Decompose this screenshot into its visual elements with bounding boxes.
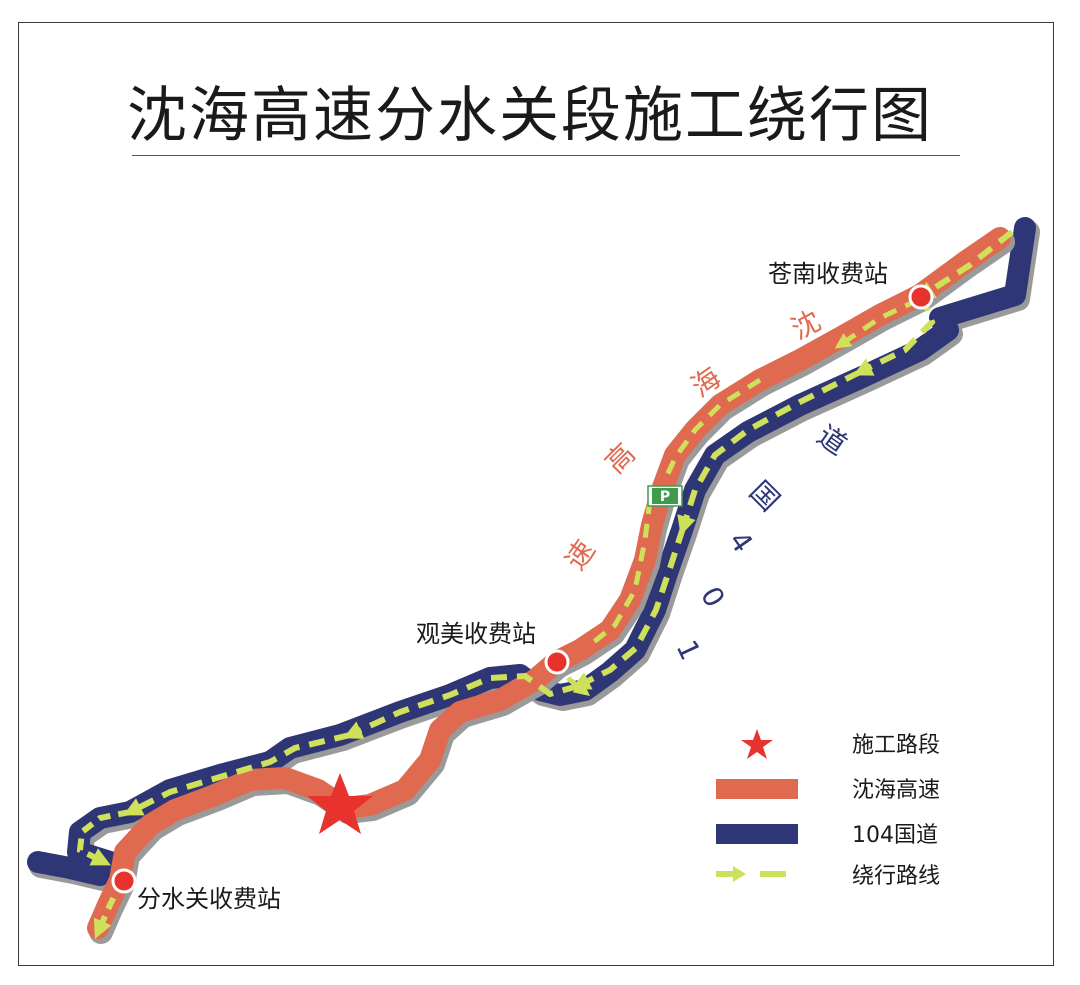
station-label-fenshuiguan: 分水关收费站 [137,885,281,913]
legend-expressway-swatch [716,779,798,799]
toll-station-cangnan [908,284,934,310]
legend-star-icon [741,729,773,759]
expressway-char-4: 速 [559,534,602,576]
legend-national-swatch [716,824,798,844]
national-char-1: 道 [811,419,853,462]
expressway-char-3: 高 [599,437,642,480]
page-title: 沈海高速分水关段施工绕行图 [127,81,933,151]
legend-detour-icon [716,866,786,882]
legend-label-expressway: 沈海高速 [852,778,940,803]
shenhai-expressway [87,227,1015,944]
station-label-cangnan: 苍南收费站 [768,260,888,288]
construction-star [307,773,373,834]
toll-station-fenshuiguan [111,868,137,894]
detour-route [76,229,1014,940]
legend-label-national: 104国道 [852,823,938,848]
title-divider [132,155,960,156]
national-char-2: 国 [743,475,786,518]
national-char-5: 1 [670,635,707,665]
station-label-guanmei: 观美收费站 [416,620,536,648]
national-char-4: 0 [694,581,731,613]
legend-label-construction: 施工路段 [852,733,940,758]
parking-symbol: P [660,489,670,505]
national-char-3: 4 [722,525,759,559]
legend-label-detour: 绕行路线 [852,864,940,889]
toll-station-guanmei [544,649,570,675]
parking-sign: P [647,485,683,507]
legend: 施工路段 沈海高速 104国道 绕行路线 [716,729,940,889]
